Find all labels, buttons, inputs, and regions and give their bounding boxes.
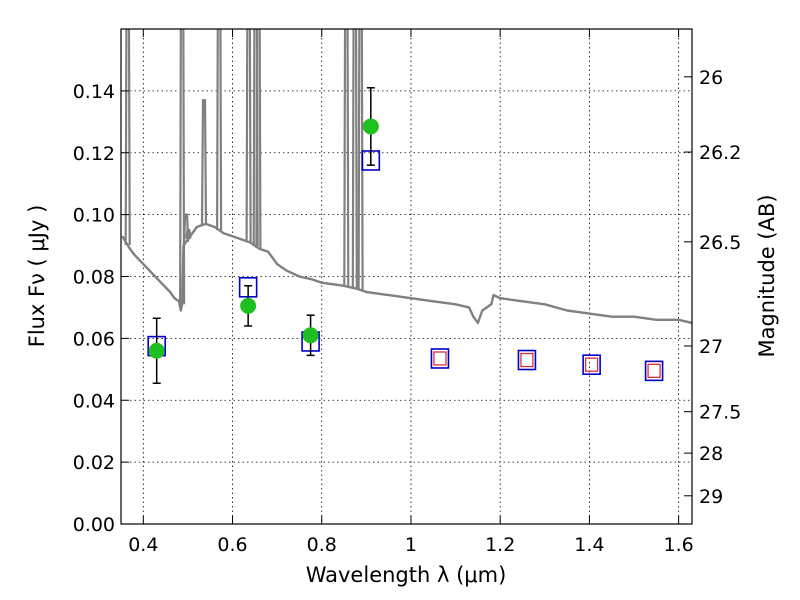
right-axis-label: Magnitude (AB) — [755, 194, 779, 357]
x-tick-label: 0.6 — [217, 534, 247, 556]
right-tick-label: 26.2 — [699, 142, 741, 164]
x-tick-label: 0.4 — [128, 534, 158, 556]
right-tick-label: 27.5 — [699, 402, 741, 424]
markers-layer — [147, 87, 664, 384]
x-axis-label: Wavelength λ (μm) — [306, 563, 507, 587]
ticks-layer: 0.4 0.6 0.8 1 1.2 1.4 1.6 0.00 0.02 0.04 0.06 0.08 0… — [73, 29, 741, 556]
right-tick-label: 28 — [699, 443, 723, 465]
emission-line — [357, 29, 364, 291]
x-tick-label: 1.6 — [664, 534, 694, 556]
emission-line — [185, 229, 192, 239]
x-tick-label: 1.4 — [574, 534, 604, 556]
emission-line — [200, 99, 208, 225]
right-tick-label: 27 — [699, 336, 723, 358]
x-tick-label: 1.2 — [485, 534, 515, 556]
observed-flux-point — [362, 118, 379, 135]
emission-line — [183, 213, 190, 242]
y-axis-label: Flux Fν ( μJy ) — [25, 205, 49, 348]
model-photometry-marker — [582, 354, 601, 375]
y-tick-label: 0.08 — [73, 267, 115, 289]
model-photometry-marker — [517, 349, 537, 371]
model-spectrum-line — [121, 222, 692, 325]
y-tick-label: 0.04 — [73, 390, 115, 412]
model-photometry-marker — [430, 348, 450, 369]
right-tick-label: 26 — [699, 67, 723, 89]
observed-flux-point — [148, 342, 165, 359]
model-photometry-inner-marker — [520, 352, 534, 368]
y-tick-label: 0.14 — [73, 81, 115, 103]
model-photometry-inner-marker — [647, 363, 661, 378]
emission-line — [351, 29, 358, 289]
model-photometry-marker — [644, 360, 664, 382]
x-tick-label: 0.8 — [307, 534, 337, 556]
observed-flux-point — [302, 327, 319, 344]
y-tick-label: 0.02 — [73, 452, 115, 474]
y-tick-label: 0.12 — [73, 143, 115, 165]
y-tick-label: 0.10 — [73, 205, 115, 227]
emission-line — [179, 29, 186, 305]
right-tick-label: 29 — [699, 486, 723, 508]
y-tick-label: 0.06 — [73, 328, 115, 350]
emission-line — [343, 29, 350, 287]
x-tick-label: 1 — [405, 534, 417, 556]
observed-flux-point — [240, 297, 257, 314]
right-tick-label: 26.5 — [699, 232, 741, 254]
model-photometry-inner-marker — [433, 351, 447, 366]
model-photometry-inner-marker — [585, 357, 599, 372]
emission-line — [255, 29, 262, 249]
emission-line — [245, 29, 252, 242]
emission-line — [216, 29, 223, 231]
y-tick-label: 0.00 — [73, 514, 115, 536]
